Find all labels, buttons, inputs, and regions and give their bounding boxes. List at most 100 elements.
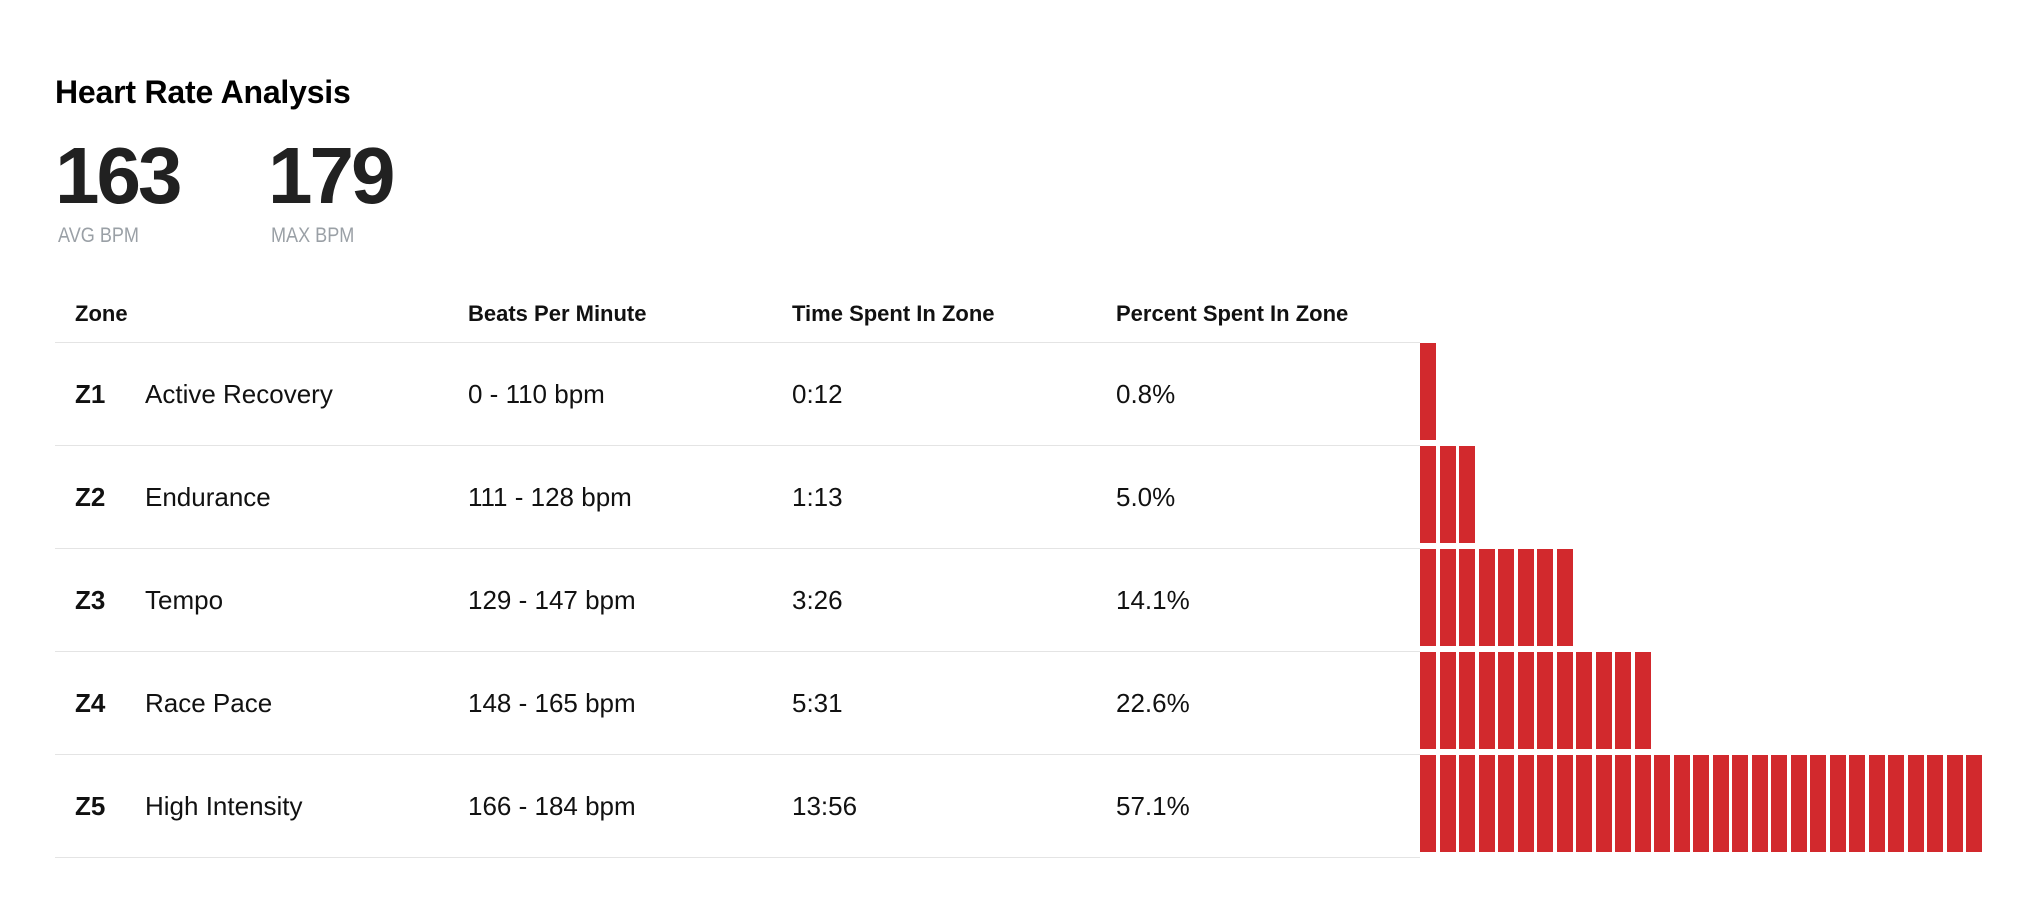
avg-bpm-label: AVG BPM — [58, 224, 139, 247]
zone-bar-segment — [1420, 652, 1436, 749]
table-row: Z1 Active Recovery 0 - 110 bpm 0:12 0.8% — [55, 343, 1420, 446]
zone-bar-segment — [1459, 446, 1475, 543]
zone-name: Active Recovery — [145, 379, 333, 409]
zone-bpm: 129 - 147 bpm — [468, 585, 636, 615]
zone-bpm: 0 - 110 bpm — [468, 379, 605, 409]
zone-bpm: 166 - 184 bpm — [468, 791, 636, 821]
zone-bar-segment — [1459, 549, 1475, 646]
zone-bar-segment — [1576, 755, 1592, 852]
zone-name: Endurance — [145, 482, 271, 512]
zone-bar-segment — [1576, 652, 1592, 749]
table-row: Z2 Endurance 111 - 128 bpm 1:13 5.0% — [55, 446, 1420, 549]
max-bpm-label: MAX BPM — [271, 224, 355, 247]
zone-bar-segment — [1517, 755, 1534, 852]
zone-code: Z5 — [75, 791, 106, 821]
zone-name: High Intensity — [145, 791, 303, 821]
table-row: Z4 Race Pace 148 - 165 bpm 5:31 22.6% — [55, 652, 1420, 755]
zone-percent: 57.1% — [1116, 791, 1190, 821]
zone-bar-row — [1420, 343, 2020, 446]
zone-code: Z4 — [75, 688, 106, 718]
zone-bar-segment — [1420, 755, 1436, 852]
zone-bar-segment — [1517, 549, 1534, 646]
table-header-row: Zone Beats Per Minute Time Spent In Zone… — [55, 292, 1420, 343]
zone-bpm: 111 - 128 bpm — [468, 482, 632, 512]
page-title: Heart Rate Analysis — [55, 74, 351, 110]
zone-bar-segment — [1868, 755, 1885, 852]
zone-bpm: 148 - 165 bpm — [468, 688, 636, 718]
zone-time: 1:13 — [792, 482, 843, 512]
heart-rate-zone-table: Zone Beats Per Minute Time Spent In Zone… — [55, 292, 1420, 858]
table-row: Z3 Tempo 129 - 147 bpm 3:26 14.1% — [55, 549, 1420, 652]
header-time: Time Spent In Zone — [792, 301, 995, 326]
zone-bar-segment — [1907, 755, 1924, 852]
zone-bar-segment — [1420, 549, 1436, 646]
zone-bar-segment — [1673, 755, 1690, 852]
zone-bar-segment — [1556, 755, 1573, 852]
zone-bar-row — [1420, 446, 2020, 549]
zone-bar-segment — [1654, 755, 1670, 852]
zone-bar-segment — [1810, 755, 1826, 852]
zone-time: 3:26 — [792, 585, 843, 615]
zone-percent: 0.8% — [1116, 379, 1176, 409]
max-bpm-stat: 179 MAX BPM — [268, 131, 395, 248]
avg-bpm-value: 163 — [55, 131, 182, 220]
zone-bar-segment — [1927, 755, 1943, 852]
zone-bar-segment — [1439, 549, 1456, 646]
zone-bar-segment — [1498, 652, 1514, 749]
zone-bar-segment — [1537, 652, 1553, 749]
zone-bar-segment — [1420, 446, 1436, 543]
zone-bar-segment — [1498, 549, 1514, 646]
zone-bar-segment — [1517, 652, 1534, 749]
zone-bar-segment — [1615, 755, 1631, 852]
zone-bar-segment — [1478, 652, 1495, 749]
zone-bar-segment — [1615, 652, 1631, 749]
zone-bar-segment — [1498, 755, 1514, 852]
zone-bar-segment — [1439, 446, 1456, 543]
zone-bar-row — [1420, 652, 2020, 755]
zone-bar-segment — [1634, 755, 1651, 852]
zone-bar-segment — [1771, 755, 1787, 852]
zone-bar-segment — [1732, 755, 1748, 852]
avg-bpm-stat: 163 AVG BPM — [55, 131, 182, 248]
max-bpm-value: 179 — [268, 131, 395, 220]
zone-code: Z1 — [75, 379, 106, 409]
zone-bar-segment — [1693, 755, 1709, 852]
zone-bar-segment — [1790, 755, 1807, 852]
zone-bar-segment — [1595, 652, 1612, 749]
zone-bar-segment — [1478, 549, 1495, 646]
header-percent: Percent Spent In Zone — [1116, 301, 1349, 326]
zone-bar-segment — [1556, 652, 1573, 749]
zone-bar-segment — [1888, 755, 1904, 852]
zone-bar-segment — [1420, 343, 1436, 440]
zone-bar-segment — [1459, 755, 1475, 852]
zone-code: Z2 — [75, 482, 106, 512]
zone-percent: 14.1% — [1116, 585, 1190, 615]
zone-bar-row — [1420, 549, 2020, 652]
zone-bar-segment — [1634, 652, 1651, 749]
zone-bar-segment — [1537, 549, 1553, 646]
zone-bar-segment — [1829, 755, 1846, 852]
zone-bar-segment — [1537, 755, 1553, 852]
zone-bar-segment — [1751, 755, 1768, 852]
zone-bar-row — [1420, 755, 2020, 858]
zone-percent: 22.6% — [1116, 688, 1190, 718]
zone-code: Z3 — [75, 585, 106, 615]
zone-percent-bars — [1420, 343, 2020, 858]
zone-bar-segment — [1595, 755, 1612, 852]
table-row: Z5 High Intensity 166 - 184 bpm 13:56 57… — [55, 755, 1420, 858]
zone-bar-segment — [1478, 755, 1495, 852]
zone-time: 0:12 — [792, 379, 843, 409]
zone-bar-segment — [1712, 755, 1729, 852]
zone-time: 13:56 — [792, 791, 858, 821]
zone-percent: 5.0% — [1116, 482, 1176, 512]
zone-bar-segment — [1946, 755, 1963, 852]
zone-bar-segment — [1459, 652, 1475, 749]
zone-bar-segment — [1556, 549, 1573, 646]
zone-bar-segment — [1439, 652, 1456, 749]
zone-name: Race Pace — [145, 688, 273, 718]
header-bpm: Beats Per Minute — [468, 301, 647, 326]
zone-bar-segment — [1966, 755, 1982, 852]
header-zone: Zone — [75, 301, 128, 326]
zone-bar-segment — [1439, 755, 1456, 852]
zone-time: 5:31 — [792, 688, 843, 718]
